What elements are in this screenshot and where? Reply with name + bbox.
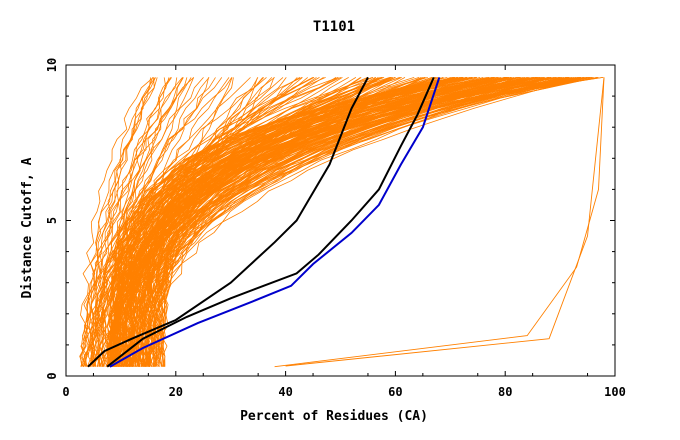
model-curve bbox=[155, 77, 590, 367]
model-curve bbox=[116, 77, 476, 367]
model-curve bbox=[109, 77, 463, 367]
model-curve bbox=[110, 77, 464, 367]
chart-title: T1101 bbox=[313, 19, 355, 35]
model-curve bbox=[125, 77, 506, 367]
model-curve bbox=[144, 77, 557, 367]
model-curve bbox=[121, 77, 490, 367]
y-axis: 0 5 10 bbox=[45, 58, 615, 380]
model-curve bbox=[130, 77, 522, 367]
plot-area bbox=[79, 76, 605, 368]
series-line bbox=[87, 76, 369, 368]
x-tick-label: 80 bbox=[498, 385, 512, 399]
y-tick-label: 10 bbox=[45, 58, 59, 72]
y-tick-label: 5 bbox=[45, 217, 59, 224]
outlier-curve bbox=[274, 77, 605, 368]
model-curve bbox=[159, 77, 589, 367]
model-curve bbox=[79, 77, 156, 367]
model-curve bbox=[86, 77, 183, 367]
model-curve bbox=[112, 77, 468, 367]
x-axis-label: Percent of Residues (CA) bbox=[240, 409, 428, 424]
x-tick-label: 60 bbox=[388, 385, 402, 399]
model-curve bbox=[80, 77, 156, 367]
model-curve bbox=[126, 77, 510, 367]
model-curve bbox=[120, 77, 484, 367]
model-curve bbox=[160, 77, 603, 367]
model-curve bbox=[152, 77, 579, 367]
model-curve bbox=[152, 77, 582, 367]
model-curve bbox=[160, 77, 604, 367]
highlighted-curves bbox=[87, 76, 441, 368]
model-curve bbox=[132, 77, 520, 367]
model-curve bbox=[87, 77, 188, 367]
model-curve bbox=[110, 77, 455, 367]
y-axis-label: Distance Cutoff, A bbox=[20, 157, 35, 298]
series-line bbox=[106, 76, 435, 368]
x-tick-label: 20 bbox=[169, 385, 183, 399]
x-tick-label: 100 bbox=[604, 385, 626, 399]
outlier-curve bbox=[285, 77, 605, 367]
model-curve bbox=[83, 77, 167, 367]
model-curve bbox=[79, 77, 154, 367]
x-tick-label: 0 bbox=[62, 385, 69, 399]
x-axis: 0 20 40 60 80 100 bbox=[62, 65, 626, 399]
model-curve bbox=[111, 77, 463, 367]
model-curves bbox=[79, 77, 605, 368]
model-curve bbox=[144, 77, 557, 367]
y-tick-label: 0 bbox=[45, 372, 59, 379]
model-curve bbox=[142, 77, 554, 367]
model-curve bbox=[138, 77, 536, 367]
x-tick-label: 40 bbox=[278, 385, 292, 399]
model-curve bbox=[140, 77, 535, 367]
model-curve bbox=[149, 77, 570, 367]
model-curve bbox=[81, 77, 151, 367]
model-curve bbox=[154, 77, 580, 367]
model-curve bbox=[115, 77, 476, 367]
series-line bbox=[109, 77, 441, 368]
model-curve bbox=[137, 77, 537, 367]
model-curve bbox=[129, 77, 519, 367]
